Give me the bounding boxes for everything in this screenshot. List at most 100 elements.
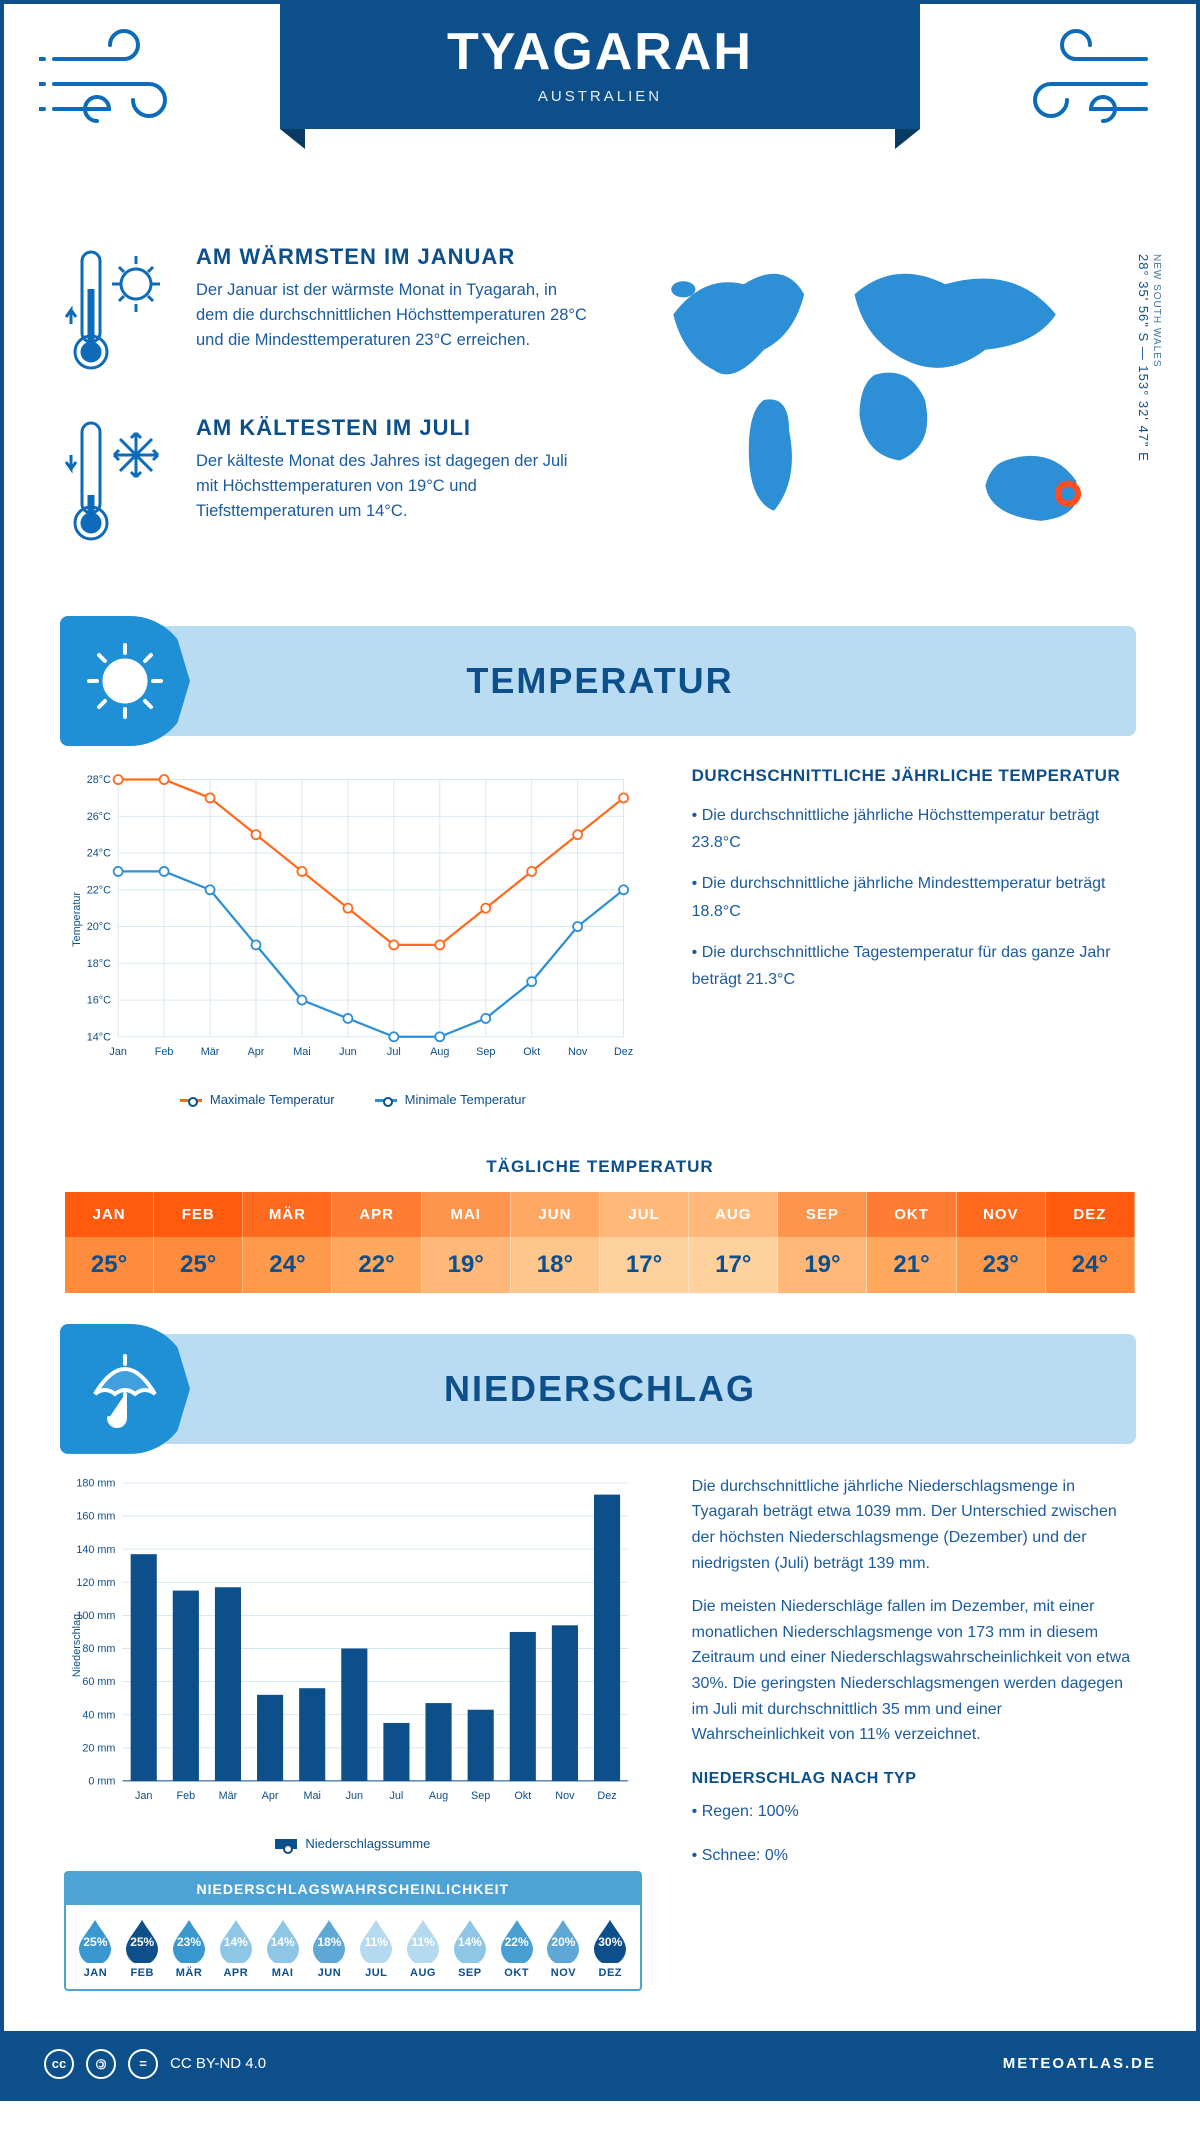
svg-text:Niederschlag: Niederschlag [71,1614,83,1677]
svg-text:24°C: 24°C [87,848,111,860]
wind-icon [1021,29,1161,144]
thermometer-sun-icon [64,244,174,379]
sun-icon [60,616,190,746]
coldest-text: Der kälteste Monat des Jahres ist dagege… [196,449,593,523]
temperature-chart: 14°C16°C18°C20°C22°C24°C26°C28°CJanFebMä… [64,766,642,1107]
svg-text:Jan: Jan [135,1790,152,1802]
daily-header: FEB [154,1192,243,1237]
svg-text:Mär: Mär [201,1046,220,1058]
temperature-banner: TEMPERATUR [64,626,1136,736]
svg-text:Sep: Sep [476,1046,495,1058]
svg-text:20 mm: 20 mm [82,1742,115,1754]
page-title: TYAGARAH [280,22,920,82]
precip-bytype-title: NIEDERSCHLAG NACH TYP [692,1766,1136,1792]
precipitation-title: NIEDERSCHLAG [444,1368,756,1410]
temperature-title: TEMPERATUR [466,660,733,702]
svg-text:Aug: Aug [430,1046,449,1058]
svg-text:140 mm: 140 mm [76,1544,115,1556]
daily-cell: 17° [689,1237,778,1293]
daily-cell: 23° [957,1237,1046,1293]
daily-header: MAI [422,1192,511,1237]
daily-temp-title: TÄGLICHE TEMPERATUR [4,1157,1196,1177]
svg-text:Feb: Feb [177,1790,196,1802]
svg-text:Sep: Sep [471,1790,490,1802]
prob-cell: 11%JUL [353,1917,400,1979]
footer-license: CC BY-ND 4.0 [170,2055,266,2072]
daily-cell: 19° [422,1237,511,1293]
daily-cell: 17° [600,1237,689,1293]
precip-para-1: Die durchschnittliche jährliche Niedersc… [692,1474,1136,1576]
svg-text:80 mm: 80 mm [82,1643,115,1655]
page-subtitle: AUSTRALIEN [280,88,920,105]
location-region: NEW SOUTH WALES [1151,254,1162,458]
daily-header: JAN [65,1192,154,1237]
prob-cell: 25%JAN [72,1917,119,1979]
svg-text:Jul: Jul [387,1046,401,1058]
prob-cell: 11%AUG [400,1917,447,1979]
precip-bytype-line: • Regen: 100% [692,1799,1136,1825]
svg-text:160 mm: 160 mm [76,1511,115,1523]
wind-icon [39,29,179,144]
prob-cell: 23%MÄR [166,1917,213,1979]
prob-cell: 20%NOV [540,1917,587,1979]
warmest-title: AM WÄRMSTEN IM JANUAR [196,244,593,270]
daily-cell: 24° [1046,1237,1135,1293]
prob-cell: 30%DEZ [587,1917,634,1979]
svg-text:22°C: 22°C [87,884,111,896]
daily-cell: 21° [867,1237,956,1293]
svg-text:60 mm: 60 mm [82,1676,115,1688]
daily-cell: 24° [243,1237,332,1293]
coldest-title: AM KÄLTESTEN IM JULI [196,415,593,441]
daily-header: JUL [600,1192,689,1237]
svg-text:Aug: Aug [429,1790,448,1802]
svg-text:180 mm: 180 mm [76,1478,115,1490]
precipitation-banner: NIEDERSCHLAG [64,1334,1136,1444]
svg-text:Nov: Nov [555,1790,575,1802]
svg-text:Apr: Apr [248,1046,265,1058]
prob-cell: 14%MAI [259,1917,306,1979]
svg-text:26°C: 26°C [87,811,111,823]
svg-text:18°C: 18°C [87,958,111,970]
svg-text:Mai: Mai [293,1046,310,1058]
svg-text:14°C: 14°C [87,1031,111,1043]
cc-icon: cc [44,2049,74,2079]
svg-text:28°C: 28°C [87,774,111,786]
svg-text:Dez: Dez [597,1790,616,1802]
daily-header: JUN [511,1192,600,1237]
daily-header: DEZ [1046,1192,1135,1237]
prob-cell: 22%OKT [493,1917,540,1979]
daily-cell: 22° [332,1237,421,1293]
world-map: NEW SOUTH WALES 28° 35' 56" S — 153° 32'… [633,244,1136,586]
daily-cell: 25° [65,1237,154,1293]
svg-text:Jul: Jul [390,1790,404,1802]
prob-cell: 18%JUN [306,1917,353,1979]
warmest-text: Der Januar ist der wärmste Monat in Tyag… [196,278,593,352]
precip-bytype-line: • Schnee: 0% [692,1843,1136,1869]
svg-text:20°C: 20°C [87,921,111,933]
precipitation-chart: 0 mm20 mm40 mm60 mm80 mm100 mm120 mm140 … [64,1474,642,1851]
daily-cell: 19° [778,1237,867,1293]
svg-text:Feb: Feb [155,1046,174,1058]
svg-text:16°C: 16°C [87,995,111,1007]
temp-summary-point: • Die durchschnittliche jährliche Mindes… [692,870,1136,924]
by-icon: 🄯 [86,2049,116,2079]
svg-text:Mär: Mär [219,1790,238,1802]
svg-text:Dez: Dez [614,1046,633,1058]
daily-header: OKT [867,1192,956,1237]
prob-cell: 14%SEP [446,1917,493,1979]
daily-header: SEP [778,1192,867,1237]
svg-text:Jun: Jun [346,1790,363,1802]
location-coords: 28° 35' 56" S — 153° 32' 47" E [1136,254,1151,462]
daily-temp-table: JANFEBMÄRAPRMAIJUNJULAUGSEPOKTNOVDEZ25°2… [64,1191,1136,1294]
svg-text:Temperatur: Temperatur [71,892,83,947]
footer-site: METEOATLAS.DE [1003,2055,1156,2072]
svg-text:Mai: Mai [303,1790,320,1802]
footer: cc 🄯 = CC BY-ND 4.0 METEOATLAS.DE [4,2031,1196,2097]
thermometer-snow-icon [64,415,174,550]
daily-header: NOV [957,1192,1046,1237]
svg-text:120 mm: 120 mm [76,1577,115,1589]
daily-cell: 25° [154,1237,243,1293]
daily-header: MÄR [243,1192,332,1237]
warmest-block: AM WÄRMSTEN IM JANUAR Der Januar ist der… [64,244,593,379]
temp-summary-title: DURCHSCHNITTLICHE JÄHRLICHE TEMPERATUR [692,766,1136,786]
